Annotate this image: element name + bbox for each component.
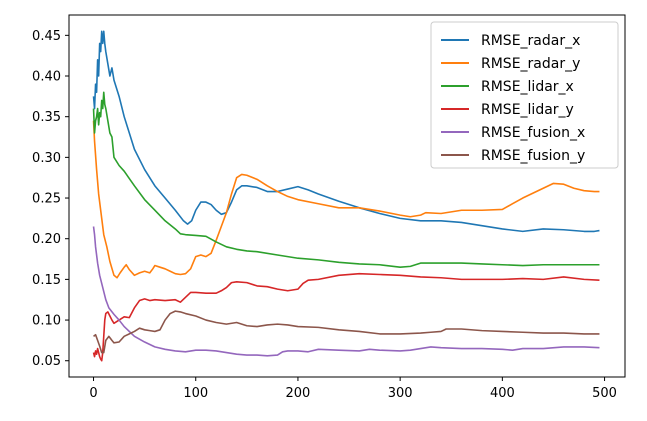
- y-tick-label: 0.10: [32, 314, 61, 329]
- legend-label: RMSE_lidar_y: [481, 102, 574, 118]
- series-line-2: [92, 91, 600, 268]
- y-tick-label: 0.40: [32, 70, 61, 85]
- series-layer: [92, 30, 600, 362]
- plot-frame: [68, 14, 626, 378]
- x-axis: 0 100 200 300 400 500: [89, 377, 617, 401]
- y-tick-label: 0.45: [32, 29, 61, 44]
- x-tick-label: 0: [89, 386, 97, 401]
- legend-box: [430, 21, 619, 169]
- legend-label: RMSE_fusion_x: [481, 125, 585, 141]
- y-tick-label: 0.05: [32, 354, 61, 369]
- legend-label: RMSE_fusion_y: [481, 148, 585, 164]
- y-tick-label: 0.15: [32, 273, 61, 288]
- legend-label: RMSE_lidar_x: [481, 79, 574, 95]
- y-tick-label: 0.20: [32, 232, 61, 247]
- legend-label: RMSE_radar_y: [481, 56, 580, 72]
- series-line-3: [92, 272, 600, 362]
- y-axis: 0.05 0.10 0.15 0.20 0.25 0.30 0.35 0.40 0.45: [32, 29, 69, 369]
- x-tick-label: 200: [286, 386, 311, 401]
- y-tick-label: 0.25: [32, 192, 61, 207]
- series-line-0: [92, 30, 600, 233]
- x-tick-label: 300: [388, 386, 413, 401]
- series-line-4: [92, 226, 600, 357]
- x-tick-label: 100: [183, 386, 208, 401]
- legend-label: RMSE_radar_x: [481, 33, 580, 49]
- x-tick-label: 400: [490, 386, 515, 401]
- y-tick-label: 0.35: [32, 110, 61, 125]
- series-line-1: [92, 120, 600, 279]
- y-tick-label: 0.30: [32, 151, 61, 166]
- x-tick-label: 500: [592, 386, 617, 401]
- legend: RMSE_radar_x RMSE_radar_y RMSE_lidar_x RMSE…: [430, 21, 619, 169]
- series-line-5: [93, 310, 600, 354]
